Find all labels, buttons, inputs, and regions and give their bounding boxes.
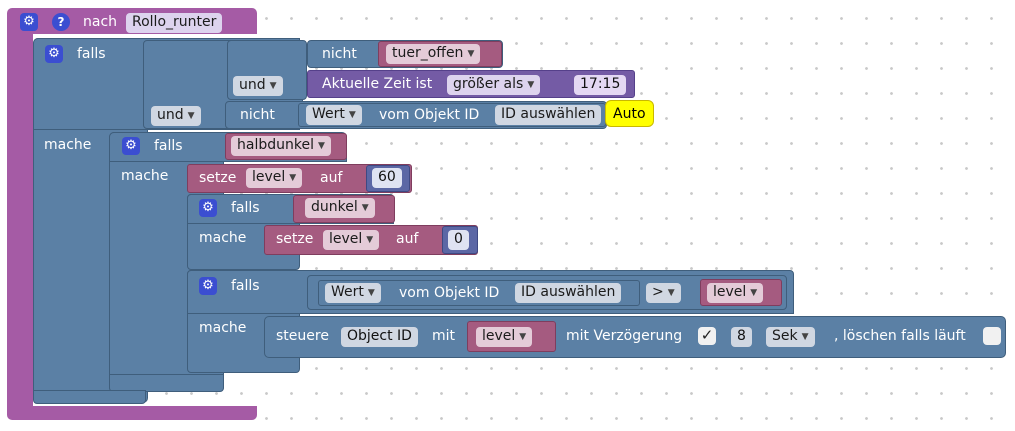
event-block-spine xyxy=(7,34,33,408)
not-label-2: nicht xyxy=(240,107,275,123)
object-id-label-1: vom Objekt ID xyxy=(379,107,480,123)
inner-if-3-falls-label: falls xyxy=(231,278,260,294)
logic-and-select-1[interactable]: und ▼ xyxy=(233,76,283,96)
chevron-down-icon: ▼ xyxy=(289,173,297,183)
inner-if-3-gear-icon[interactable]: ⚙ xyxy=(199,277,217,295)
event-block-footer xyxy=(7,406,257,420)
operator-select[interactable]: > ▼ xyxy=(646,283,681,303)
inner-if-1-gear-icon[interactable]: ⚙ xyxy=(122,137,140,155)
chevron-down-icon: ▼ xyxy=(317,141,325,151)
inner-if-1-mache-label: mache xyxy=(121,168,169,184)
variable-select-4[interactable]: level ▼ xyxy=(476,327,533,347)
help-icon[interactable]: ? xyxy=(52,13,70,31)
outer-if-falls-label: falls xyxy=(77,46,106,62)
chevron-down-icon: ▼ xyxy=(361,203,369,213)
variable-select-2[interactable]: level ▼ xyxy=(323,230,380,250)
inner-if-2-mache-label: mache xyxy=(199,230,247,246)
chevron-down-icon: ▼ xyxy=(367,288,375,298)
inner-if-2-gear-icon[interactable]: ⚙ xyxy=(199,199,217,217)
value-attr-select-2[interactable]: Wert ▼ xyxy=(325,283,381,303)
chevron-down-icon: ▼ xyxy=(269,81,277,91)
dunkel-select[interactable]: dunkel ▼ xyxy=(305,198,375,218)
chevron-down-icon: ▼ xyxy=(667,288,675,298)
logic-and-select-2[interactable]: und ▼ xyxy=(151,106,201,126)
delay-checkbox[interactable]: ✓ xyxy=(698,327,716,345)
event-trigger-select[interactable]: Rollo_runter xyxy=(126,13,223,33)
variable-select-1[interactable]: level ▼ xyxy=(246,168,303,188)
clear-if-running-checkbox[interactable] xyxy=(983,327,1001,345)
halbdunkel-select[interactable]: halbdunkel ▼ xyxy=(231,136,331,156)
auf-label-2: auf xyxy=(396,231,419,247)
object-id-field[interactable]: Object ID xyxy=(341,327,418,347)
steuere-label: steuere xyxy=(276,328,329,344)
comment-bubble[interactable]: Auto xyxy=(605,100,654,127)
chevron-down-icon: ▼ xyxy=(519,332,527,342)
clear-if-running-label: , löschen falls läuft xyxy=(834,328,966,344)
number-field-0[interactable]: 0 xyxy=(448,230,469,250)
variable-select-3[interactable]: level ▼ xyxy=(707,283,764,303)
value-attr-select-1[interactable]: Wert ▼ xyxy=(306,105,362,125)
delay-value-field[interactable]: 8 xyxy=(731,327,752,347)
time-label: Aktuelle Zeit ist xyxy=(322,76,433,92)
set-label-1: setze xyxy=(199,170,237,186)
outer-if-footer xyxy=(33,390,146,404)
mit-label: mit xyxy=(432,328,456,344)
delay-label: mit Verzögerung xyxy=(566,328,683,344)
time-value-field[interactable]: 17:15 xyxy=(574,75,627,95)
chevron-down-icon: ▼ xyxy=(467,49,475,59)
object-id-select-2[interactable]: ID auswählen xyxy=(515,283,622,303)
event-trigger-value: Rollo_runter xyxy=(132,14,217,30)
time-operator-select[interactable]: größer als ▼ xyxy=(447,75,541,95)
not-label-1: nicht xyxy=(322,46,357,62)
outer-if-mache-label: mache xyxy=(44,137,92,153)
chevron-down-icon: ▼ xyxy=(187,111,195,121)
chevron-down-icon: ▼ xyxy=(801,332,809,342)
set-label-2: setze xyxy=(276,231,314,247)
event-label: nach xyxy=(83,14,118,30)
tuer-offen-select[interactable]: tuer_offen ▼ xyxy=(386,44,481,64)
chevron-down-icon: ▼ xyxy=(527,80,535,90)
inner-if-3-mache-label: mache xyxy=(199,320,247,336)
outer-if-gear-icon[interactable]: ⚙ xyxy=(45,45,63,63)
inner-if-2-falls-label: falls xyxy=(231,200,260,216)
chevron-down-icon: ▼ xyxy=(366,235,374,245)
gear-icon[interactable]: ⚙ xyxy=(20,13,38,31)
delay-unit-select[interactable]: Sek ▼ xyxy=(766,327,815,347)
chevron-down-icon: ▼ xyxy=(348,110,356,120)
object-id-label-2: vom Objekt ID xyxy=(399,285,500,301)
inner-if-1-footer xyxy=(109,374,224,392)
chevron-down-icon: ▼ xyxy=(750,288,758,298)
object-id-select-1[interactable]: ID auswählen xyxy=(495,105,602,125)
number-field-60[interactable]: 60 xyxy=(372,168,402,188)
inner-if-1-falls-label: falls xyxy=(154,138,183,154)
auf-label-1: auf xyxy=(320,170,343,186)
